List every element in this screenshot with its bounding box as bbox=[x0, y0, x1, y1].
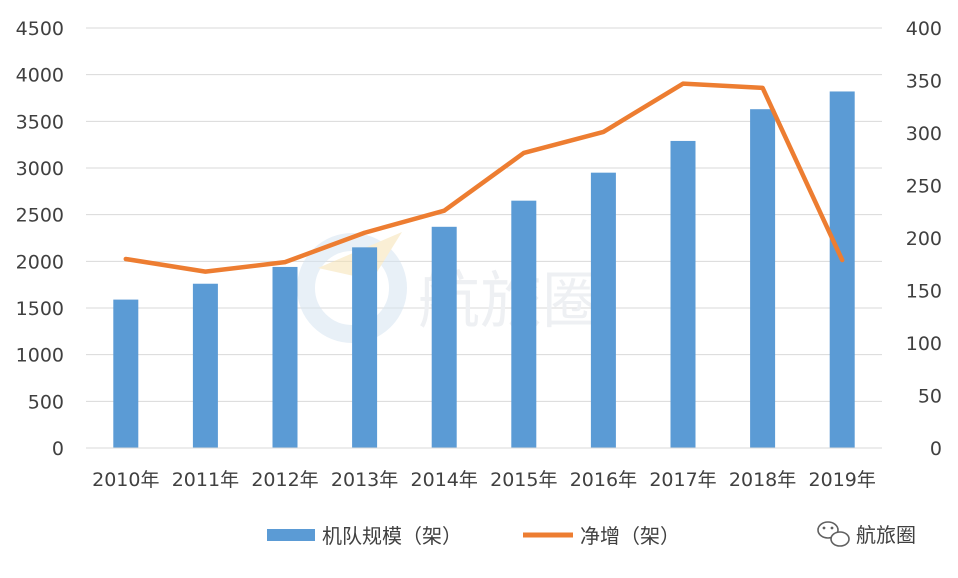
x-tick-label: 2012年 bbox=[251, 469, 318, 491]
x-tick-label: 2019年 bbox=[809, 469, 876, 491]
y-left-tick-label: 3500 bbox=[16, 111, 64, 133]
line-series bbox=[126, 84, 843, 272]
y-left-tick-label: 1500 bbox=[16, 298, 64, 320]
y-left-tick-label: 500 bbox=[28, 391, 64, 413]
x-tick-label: 2011年 bbox=[172, 469, 239, 491]
y-right-tick-label: 100 bbox=[906, 333, 942, 355]
axes: 0 500 1000 1500 2000 2500 3000 3500 4000 4500 0 50 1… bbox=[16, 18, 942, 491]
y-right-tick-label: 350 bbox=[906, 71, 942, 93]
x-tick-label: 2017年 bbox=[649, 469, 716, 491]
legend-swatch-bar bbox=[267, 529, 315, 541]
bar bbox=[432, 227, 457, 448]
y-left-tick-label: 1000 bbox=[16, 345, 64, 367]
y-right-tick-label: 0 bbox=[930, 438, 942, 460]
y-right-tick-label: 250 bbox=[906, 176, 942, 198]
corner-watermark: 航旅圈 bbox=[818, 522, 916, 547]
y-left-tick-label: 2500 bbox=[16, 205, 64, 227]
corner-watermark-text: 航旅圈 bbox=[856, 523, 916, 547]
bar bbox=[511, 201, 536, 448]
bar bbox=[352, 247, 377, 448]
wechat-icon bbox=[818, 522, 849, 546]
bar bbox=[591, 173, 616, 448]
y-right-tick-label: 50 bbox=[918, 386, 942, 408]
legend: 机队规模（架） 净增（架） bbox=[267, 524, 680, 548]
y-left-tick-label: 3000 bbox=[16, 158, 64, 180]
y-left-tick-label: 2000 bbox=[16, 251, 64, 273]
y-right-tick-label: 400 bbox=[906, 18, 942, 40]
y-right-tick-label: 200 bbox=[906, 228, 942, 250]
legend-label-line: 净增（架） bbox=[580, 524, 680, 548]
bar bbox=[193, 284, 218, 448]
x-tick-label: 2016年 bbox=[570, 469, 637, 491]
bar bbox=[750, 109, 775, 448]
legend-label-bar: 机队规模（架） bbox=[322, 524, 462, 548]
x-tick-label: 2015年 bbox=[490, 469, 557, 491]
bar bbox=[113, 300, 138, 448]
x-tick-label: 2018年 bbox=[729, 469, 796, 491]
y-left-tick-label: 4500 bbox=[16, 18, 64, 40]
y-right-tick-label: 150 bbox=[906, 281, 942, 303]
x-tick-label: 2014年 bbox=[411, 469, 478, 491]
y-right-tick-label: 300 bbox=[906, 123, 942, 145]
y-left-tick-label: 0 bbox=[52, 438, 64, 460]
bar bbox=[671, 141, 696, 448]
bar bbox=[273, 267, 298, 448]
x-tick-label: 2010年 bbox=[92, 469, 159, 491]
y-left-tick-label: 4000 bbox=[16, 65, 64, 87]
series-line bbox=[126, 84, 842, 272]
x-tick-label: 2013年 bbox=[331, 469, 398, 491]
bar bbox=[830, 91, 855, 448]
